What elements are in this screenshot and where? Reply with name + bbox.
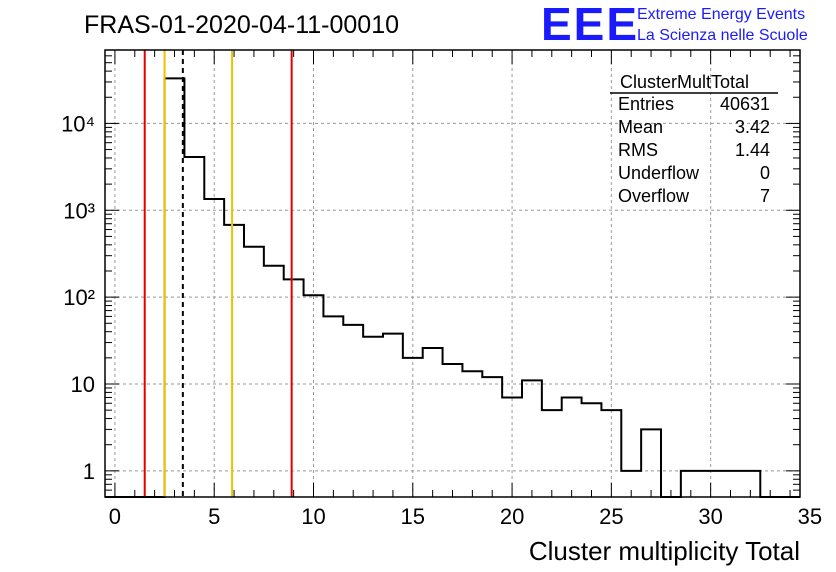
stats-row-label: Entries (618, 94, 674, 114)
stats-row-label: RMS (618, 140, 658, 160)
stats-row-value: 1.44 (735, 140, 770, 160)
x-tick-label: 0 (109, 504, 121, 529)
x-tick-label: 10 (301, 504, 325, 529)
stats-row-value: 0 (760, 163, 770, 183)
stats-row-value: 7 (760, 186, 770, 206)
stats-row-label: Overflow (618, 186, 690, 206)
x-tick-label: 5 (208, 504, 220, 529)
stats-title: ClusterMultTotal (620, 72, 749, 92)
eee-logo-mark: EEE (541, 0, 639, 50)
logo-line-2: La Scienza nelle Scuole (637, 27, 808, 44)
x-tick-label: 15 (401, 504, 425, 529)
stats-row-value: 40631 (720, 94, 770, 114)
y-tick-label: 10² (63, 285, 95, 310)
y-tick-label: 10 (71, 372, 95, 397)
stats-box: ClusterMultTotal Entries 40631 Mean 3.42 RMS… (610, 72, 778, 206)
x-axis-title: Cluster multiplicity Total (529, 536, 800, 566)
logo-line-1: Extreme Energy Events (637, 6, 805, 23)
plot-frame (104, 49, 801, 498)
plot-area: 0 5 10 15 20 25 30 35 1 10 10² 10³ 10⁴ (61, 49, 822, 529)
y-tick-label: 1 (83, 459, 95, 484)
y-tick-label: 10⁴ (61, 111, 95, 136)
histogram-series-line (105, 77, 800, 498)
stats-row-label: Mean (618, 117, 663, 137)
stats-row-label: Underflow (618, 163, 700, 183)
x-tick-label: 30 (698, 504, 722, 529)
eee-logo: EEE Extreme Energy Events La Scienza nel… (541, 0, 808, 50)
stats-row-value: 3.42 (735, 117, 770, 137)
histogram-title: FRAS-01-2020-04-11-00010 (84, 11, 399, 39)
y-tick-label: 10³ (63, 198, 95, 223)
x-tick-label: 25 (599, 504, 623, 529)
stats-rows: Entries 40631 Mean 3.42 RMS 1.44 Underflow 0 Ove… (618, 94, 770, 206)
x-tick-label: 20 (500, 504, 524, 529)
x-tick-label: 35 (798, 504, 822, 529)
